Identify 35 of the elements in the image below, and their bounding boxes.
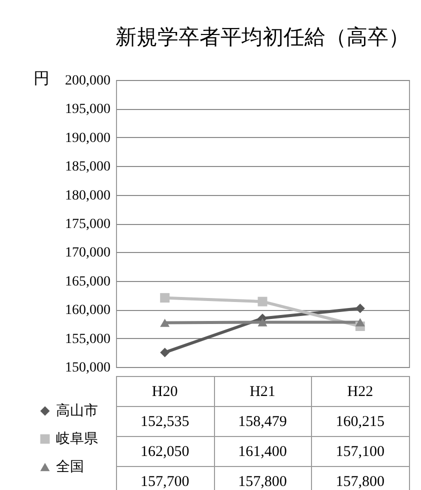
legend-label: 岐阜県 [56,431,98,447]
data-label: 157,100 [336,444,385,460]
point [160,348,170,358]
point [160,293,170,303]
data-label: 160,215 [336,414,385,430]
x-tick-label: H20 [152,384,178,400]
point [160,318,170,327]
y-tick-label: 150,000 [65,360,110,376]
point [258,296,268,306]
y-axis-title: 円 [34,70,50,88]
y-tick-label: 200,000 [65,74,110,88]
data-label: 157,800 [238,474,287,490]
data-label: 161,400 [238,444,287,460]
y-tick-label: 155,000 [65,332,110,347]
y-tick-label: 170,000 [65,246,110,261]
data-label: 157,800 [336,474,385,490]
y-tick-label: 195,000 [65,102,110,118]
y-tick-label: 180,000 [65,188,110,204]
chart-title: 新規学卒者平均初任給（高卒） [116,25,410,49]
data-label: 157,700 [140,474,190,490]
y-tick-label: 190,000 [65,130,110,146]
x-tick-label: H21 [250,384,276,400]
data-label: 152,535 [140,414,190,430]
legend-label: 高山市 [56,403,98,419]
point [355,318,365,326]
y-tick-label: 160,000 [65,303,110,318]
y-tick-label: 165,000 [65,274,110,290]
point [355,304,365,314]
data-label: 162,050 [140,444,190,460]
legend-label: 全国 [56,459,84,475]
data-label: 158,479 [238,414,287,430]
y-tick-label: 185,000 [65,160,110,175]
x-tick-label: H22 [347,384,374,400]
y-tick-label: 175,000 [65,217,110,232]
point [258,318,268,326]
